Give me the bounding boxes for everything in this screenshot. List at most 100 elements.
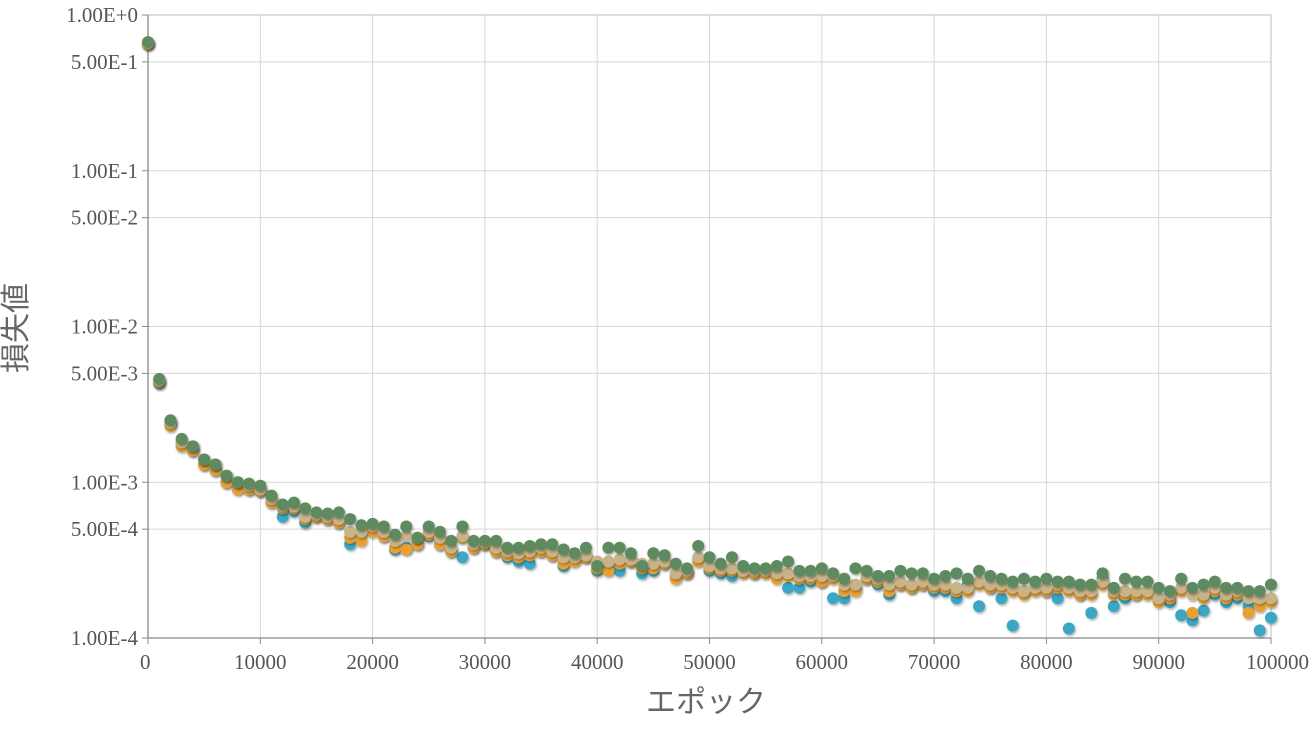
data-point xyxy=(602,564,615,577)
data-point xyxy=(849,578,862,591)
data-point xyxy=(939,570,952,583)
data-point xyxy=(815,562,828,575)
x-tick-label: 50000 xyxy=(683,650,736,674)
data-point xyxy=(591,559,604,572)
data-point xyxy=(894,564,907,577)
data-point xyxy=(175,432,188,445)
data-point xyxy=(973,600,986,613)
data-point xyxy=(299,510,312,523)
data-point xyxy=(321,507,334,520)
data-point xyxy=(669,567,682,580)
data-point xyxy=(973,575,986,588)
data-point xyxy=(602,541,615,554)
data-point xyxy=(1085,606,1098,619)
data-point xyxy=(557,543,570,556)
series-4 xyxy=(142,36,1277,598)
data-point xyxy=(1197,588,1210,601)
data-point xyxy=(883,578,896,591)
data-point xyxy=(916,575,929,588)
data-point xyxy=(220,469,233,482)
data-point xyxy=(714,557,727,570)
data-point xyxy=(1163,585,1176,598)
data-point xyxy=(1062,622,1075,635)
data-point xyxy=(153,373,166,386)
data-point xyxy=(243,477,256,490)
data-point xyxy=(613,553,626,566)
data-point xyxy=(759,562,772,575)
data-point xyxy=(950,581,963,594)
data-point xyxy=(231,476,244,489)
data-point xyxy=(725,551,738,564)
data-point xyxy=(995,592,1008,605)
x-tick-label: 70000 xyxy=(908,650,961,674)
data-point xyxy=(1141,585,1154,598)
y-tick-label: 5.00E-2 xyxy=(71,206,138,230)
data-point xyxy=(871,570,884,583)
data-point xyxy=(400,520,413,533)
data-point xyxy=(299,502,312,515)
data-point xyxy=(523,539,536,552)
data-point xyxy=(939,578,952,591)
x-tick-label: 40000 xyxy=(571,650,624,674)
data-point xyxy=(827,592,840,605)
data-point xyxy=(782,567,795,580)
data-point xyxy=(782,581,795,594)
data-point xyxy=(1006,619,1019,632)
data-point xyxy=(1051,575,1064,588)
data-point xyxy=(1265,578,1277,591)
data-point xyxy=(737,559,750,572)
data-point xyxy=(355,519,368,532)
data-point xyxy=(1119,572,1132,585)
data-point xyxy=(905,578,918,591)
data-point xyxy=(523,557,536,570)
x-axis-title: エポック xyxy=(646,685,766,720)
data-point xyxy=(490,534,503,547)
data-point xyxy=(793,581,806,594)
data-point xyxy=(1085,578,1098,591)
data-point xyxy=(995,572,1008,585)
data-point xyxy=(860,564,873,577)
x-tick-label: 20000 xyxy=(346,650,399,674)
data-point xyxy=(883,570,896,583)
y-tick-label: 1.00E+0 xyxy=(66,3,138,27)
data-point xyxy=(1130,575,1143,588)
data-point xyxy=(535,538,548,551)
data-point xyxy=(355,534,368,547)
data-point xyxy=(1107,581,1120,594)
data-point xyxy=(377,520,390,533)
data-point xyxy=(1253,585,1266,598)
data-point xyxy=(849,562,862,575)
data-point xyxy=(984,578,997,591)
data-point xyxy=(1141,575,1154,588)
data-point xyxy=(1152,581,1165,594)
data-point xyxy=(1242,585,1255,598)
data-point xyxy=(310,506,323,519)
data-point xyxy=(658,549,671,562)
data-point xyxy=(456,520,469,533)
y-axis-title: 損失値 xyxy=(0,283,34,373)
data-point xyxy=(568,547,581,560)
data-point xyxy=(1017,585,1030,598)
data-point xyxy=(894,575,907,588)
data-point xyxy=(478,534,491,547)
x-tick-label: 80000 xyxy=(1020,650,1073,674)
y-tick-label: 1.00E-1 xyxy=(71,159,138,183)
data-point xyxy=(770,559,783,572)
data-points xyxy=(142,36,1277,637)
data-point xyxy=(973,564,986,577)
data-point xyxy=(1040,572,1053,585)
data-point xyxy=(287,496,300,509)
x-tick-label: 100000 xyxy=(1246,650,1309,674)
data-point xyxy=(703,559,716,572)
data-point xyxy=(546,538,559,551)
x-tick-label: 10000 xyxy=(234,650,287,674)
data-point xyxy=(1208,575,1221,588)
data-point xyxy=(613,541,626,554)
data-point xyxy=(827,567,840,580)
data-point xyxy=(344,525,357,538)
data-point xyxy=(186,440,199,453)
data-point xyxy=(1040,581,1053,594)
data-point xyxy=(512,541,525,554)
data-point xyxy=(456,551,469,564)
